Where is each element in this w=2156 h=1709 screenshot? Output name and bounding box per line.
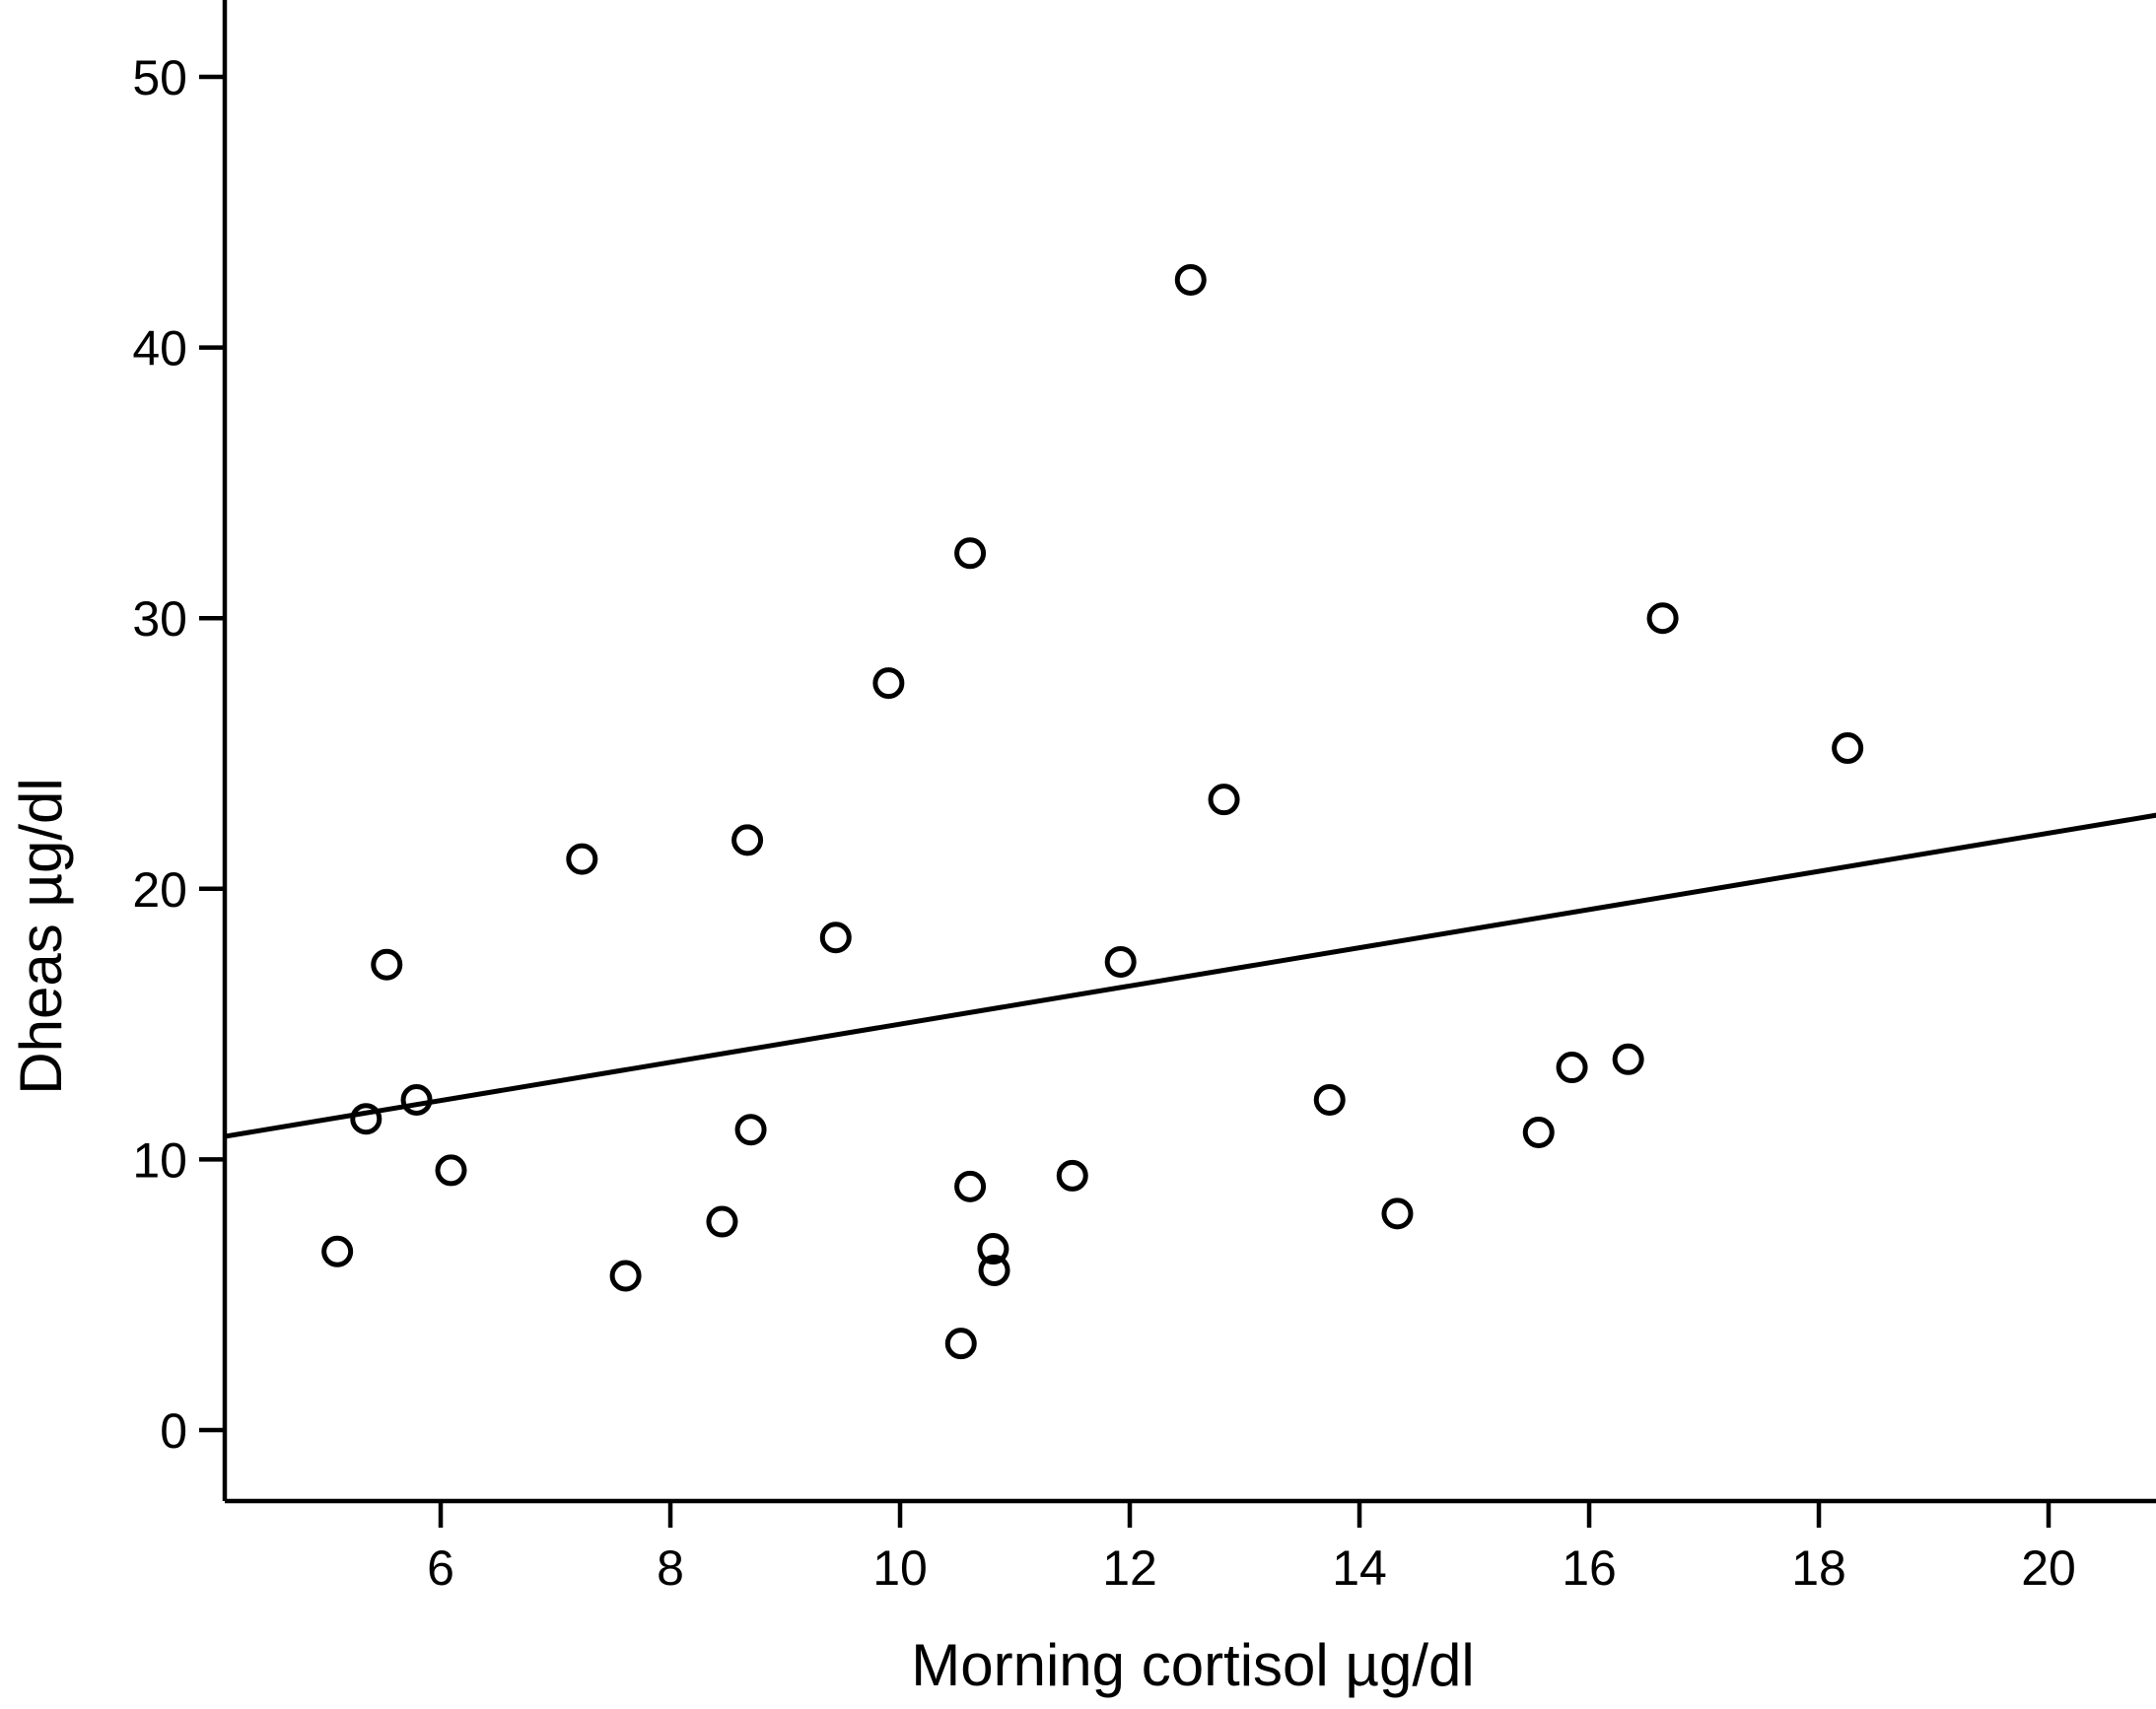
x-tick-label: 20 (2021, 1540, 2076, 1596)
x-tick-label: 18 (1791, 1540, 1846, 1596)
y-tick-label: 10 (132, 1132, 187, 1188)
scatter-point (872, 667, 905, 700)
y-tick-label: 50 (132, 50, 187, 105)
scatter-point (1208, 784, 1240, 816)
scatter-point (1313, 1083, 1346, 1116)
scatter-point (706, 1205, 738, 1238)
x-axis-title: Morning cortisol µg/dl (911, 1632, 1474, 1698)
scatter-point (609, 1260, 642, 1292)
x-tick-label: 12 (1102, 1540, 1157, 1596)
plot-layer: 0 10 20 30 40 50 6 8 10 12 14 16 18 20 (132, 0, 2156, 1596)
scatter-point (977, 1233, 1009, 1265)
y-tick-label: 20 (132, 862, 187, 918)
x-tick-label: 14 (1332, 1540, 1387, 1596)
x-tick-label: 8 (657, 1540, 684, 1596)
scatter-point (731, 824, 764, 856)
scatter-point (944, 1328, 977, 1360)
y-axis-title: Dheas µg/dl (8, 778, 74, 1094)
scatter-point (1646, 602, 1679, 635)
x-tick-label: 6 (427, 1540, 454, 1596)
scatter-point (1522, 1116, 1555, 1148)
y-tick-label: 30 (132, 591, 187, 647)
scatter-point (954, 537, 987, 570)
x-tick-label: 10 (872, 1540, 928, 1596)
scatter-point (1381, 1197, 1414, 1230)
scatter-point (1612, 1043, 1644, 1075)
scatter-point (978, 1254, 1010, 1286)
scatter-point (819, 922, 852, 954)
scatter-point (321, 1235, 354, 1267)
scatter-point (1832, 732, 1864, 765)
scatter-point (734, 1114, 767, 1146)
y-tick-label: 0 (160, 1403, 187, 1459)
x-tick-label: 16 (1562, 1540, 1617, 1596)
scatter-point (371, 948, 403, 981)
scatter-point (566, 843, 598, 875)
regression-line (224, 812, 2156, 1139)
scatter-point (350, 1103, 383, 1135)
scatter-point (954, 1170, 987, 1202)
y-tick-label: 40 (132, 321, 187, 376)
scatter-point (1556, 1052, 1588, 1084)
scatter-point (1056, 1159, 1088, 1192)
scatter-point (1174, 263, 1207, 296)
scatter-point (400, 1083, 433, 1116)
scatter-point (435, 1154, 467, 1187)
scatter-point (1104, 945, 1137, 978)
